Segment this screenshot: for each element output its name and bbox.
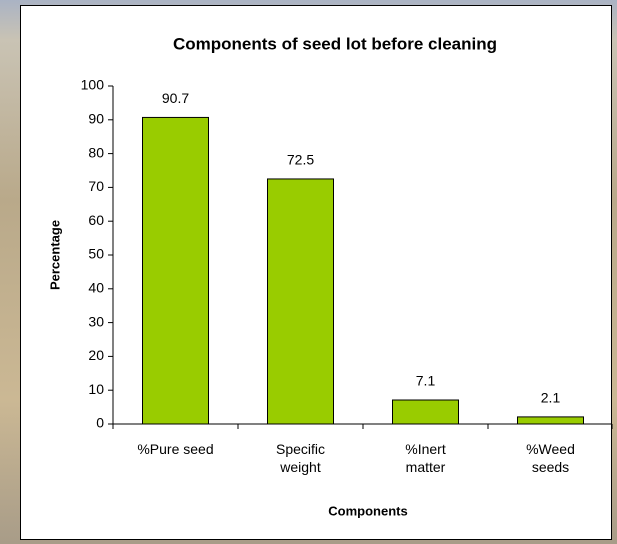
y-tick-label: 40: [88, 280, 104, 296]
x-tick-label: %Inert matter: [391, 440, 461, 476]
bar: [393, 400, 459, 424]
value-label: 90.7: [162, 90, 189, 106]
y-tick-label: 20: [88, 347, 104, 363]
y-tick-label: 80: [88, 144, 104, 160]
y-tick-label: 70: [88, 178, 104, 194]
y-tick-label: 50: [88, 246, 104, 262]
y-tick-label: 10: [88, 381, 104, 397]
y-tick-label: 0: [96, 415, 104, 431]
x-tick-label: %Pure seed: [121, 440, 231, 458]
value-label: 7.1: [416, 373, 436, 389]
value-label: 72.5: [287, 152, 314, 168]
y-tick-label: 30: [88, 313, 104, 329]
x-tick-label: Specific weight: [266, 440, 336, 476]
chart-title: Components of seed lot before cleaning: [173, 34, 497, 53]
page: Components of seed lot before cleaning P…: [0, 0, 617, 544]
bar: [268, 179, 334, 424]
y-axis-label: Percentage: [47, 220, 62, 290]
x-axis-label: Components: [328, 503, 407, 518]
y-tick-label: 60: [88, 212, 104, 228]
x-tick-label: %Weed seeds: [516, 440, 586, 476]
y-tick-label: 100: [81, 77, 105, 93]
bar: [143, 117, 209, 424]
value-label: 2.1: [541, 390, 561, 406]
bar: [518, 417, 584, 424]
y-tick-label: 90: [88, 111, 104, 127]
